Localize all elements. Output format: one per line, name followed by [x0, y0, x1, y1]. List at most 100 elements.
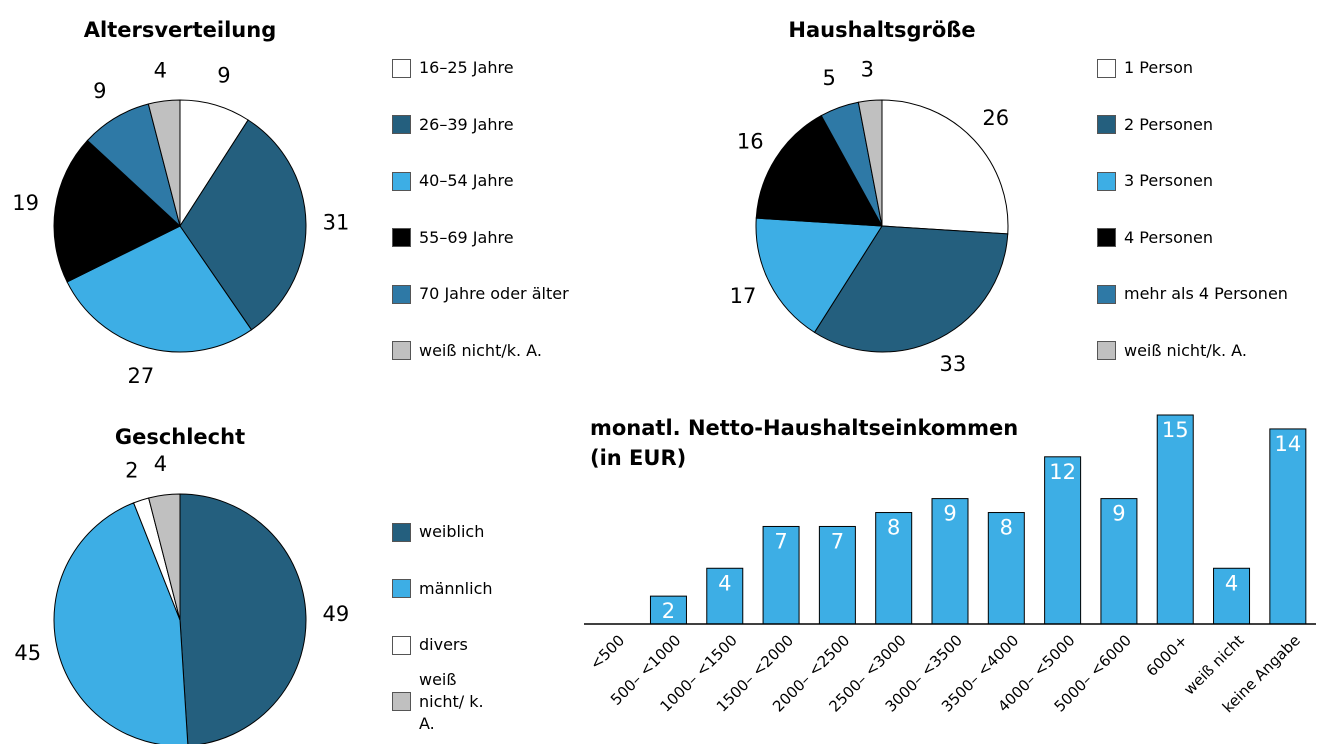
- legend-item: weiß nicht/k. A.: [1097, 340, 1247, 362]
- data-label: 8: [1000, 516, 1013, 540]
- legend-label: weiß nicht/k. A.: [419, 340, 542, 360]
- bar: [818, 525, 856, 625]
- chart-title: monatl. Netto-Haushaltseinkommen (in EUR…: [590, 416, 1019, 470]
- legend-label: weiblich: [419, 522, 485, 541]
- legend-item: 70 Jahre oder älter: [392, 283, 569, 305]
- data-label: 7: [774, 529, 787, 553]
- x-tick-label: <500: [586, 631, 628, 673]
- bar: [1100, 498, 1138, 625]
- data-label: 26: [982, 106, 1009, 130]
- data-label: 3: [861, 58, 874, 82]
- legend-label: 55–69 Jahre: [419, 227, 514, 247]
- legend-label: 16–25 Jahre: [419, 58, 514, 77]
- data-label: 31: [323, 211, 350, 235]
- data-label: 4: [154, 58, 167, 82]
- legend-swatch: [392, 522, 411, 542]
- bar: [987, 512, 1025, 625]
- data-label: 17: [730, 284, 757, 308]
- data-label: 9: [217, 63, 230, 87]
- legend-label: 70 Jahre oder älter: [419, 284, 569, 303]
- pie-slice: [881, 99, 1009, 235]
- x-tick-label: 6000+: [1143, 631, 1192, 680]
- legend-label: 40–54 Jahre: [419, 171, 514, 190]
- pie-slice: [813, 225, 1009, 353]
- pie-slice: [179, 119, 307, 331]
- legend-item: 2 Personen: [1097, 114, 1213, 136]
- legend-swatch: [392, 58, 411, 78]
- legend-label: 3 Personen: [1124, 171, 1214, 190]
- legend-swatch: [1097, 284, 1116, 304]
- pie-slice: [755, 217, 883, 334]
- pie-slice: [147, 99, 181, 227]
- data-label: 16: [737, 129, 764, 153]
- chart-title: Geschlecht: [114, 425, 246, 449]
- legend-label: 4 Personen: [1124, 227, 1214, 247]
- legend-swatch: [392, 635, 411, 655]
- data-label: 14: [1274, 432, 1301, 456]
- data-label: 2: [125, 459, 138, 483]
- data-label: 9: [93, 79, 106, 103]
- data-label: 2: [662, 599, 675, 623]
- bar: [875, 512, 913, 625]
- legend-item: 1 Person: [1097, 57, 1193, 79]
- legend-item: 40–54 Jahre: [392, 170, 514, 192]
- pie-slice: [148, 493, 181, 621]
- legend-swatch: [392, 115, 411, 134]
- legend-label: weiß nicht/ k. A.: [419, 669, 484, 733]
- data-label: 4: [154, 452, 167, 476]
- data-label: 8: [887, 516, 900, 540]
- legend-swatch: [392, 579, 411, 598]
- pie-slice: [53, 502, 189, 744]
- data-label: 27: [127, 364, 154, 388]
- legend-item: 26–39 Jahre: [392, 114, 514, 136]
- bar: [1269, 428, 1307, 625]
- legend-label: männlich: [419, 578, 493, 598]
- legend-item: 3 Personen: [1097, 170, 1213, 192]
- legend-item: 16–25 Jahre: [392, 57, 514, 79]
- legend-swatch: [392, 284, 411, 304]
- legend-item: männlich: [392, 578, 502, 600]
- data-label: 9: [943, 502, 956, 526]
- bar: [762, 525, 800, 625]
- legend-label: weiß nicht/k. A.: [1124, 340, 1247, 360]
- data-label: 4: [718, 571, 731, 595]
- pie-slice: [755, 114, 883, 227]
- legend-item: 4 Personen: [1097, 227, 1213, 249]
- legend-label: 1 Person: [1124, 58, 1194, 77]
- data-label: 19: [12, 191, 39, 215]
- data-label: 9: [1112, 502, 1125, 526]
- legend-item: weiblich: [392, 521, 502, 543]
- pie-slice: [857, 99, 883, 227]
- data-label: 15: [1162, 418, 1189, 442]
- legend-item: divers: [392, 634, 502, 656]
- data-label: 49: [323, 602, 350, 626]
- legend-label: divers: [419, 635, 468, 654]
- legend-label: 2 Personen: [1124, 114, 1214, 134]
- legend-swatch: [1097, 228, 1116, 247]
- data-label: 12: [1049, 460, 1076, 484]
- legend-label: mehr als 4 Personen: [1124, 284, 1288, 303]
- bar: [1044, 456, 1082, 625]
- legend-swatch: [392, 692, 411, 711]
- chart-title: Altersverteilung: [83, 18, 277, 42]
- legend-swatch: [392, 341, 411, 360]
- data-label: 5: [822, 66, 835, 90]
- data-label: 4: [1225, 571, 1238, 595]
- pie-slice: [53, 139, 181, 283]
- legend-item: 55–69 Jahre: [392, 227, 514, 249]
- chart-title: Haushaltsgröße: [788, 18, 976, 42]
- legend-swatch: [392, 171, 411, 191]
- legend-label: 26–39 Jahre: [419, 114, 514, 134]
- legend-swatch: [1097, 58, 1116, 78]
- legend-item: weiß nicht/ k. A.: [392, 669, 502, 735]
- bar: [1156, 414, 1194, 625]
- data-label: 7: [831, 529, 844, 553]
- pie-slice: [66, 225, 253, 353]
- legend-swatch: [1097, 115, 1116, 134]
- data-label: 45: [14, 641, 41, 665]
- legend-swatch: [1097, 171, 1116, 191]
- legend-item: weiß nicht/k. A.: [392, 340, 542, 362]
- legend-swatch: [1097, 341, 1116, 360]
